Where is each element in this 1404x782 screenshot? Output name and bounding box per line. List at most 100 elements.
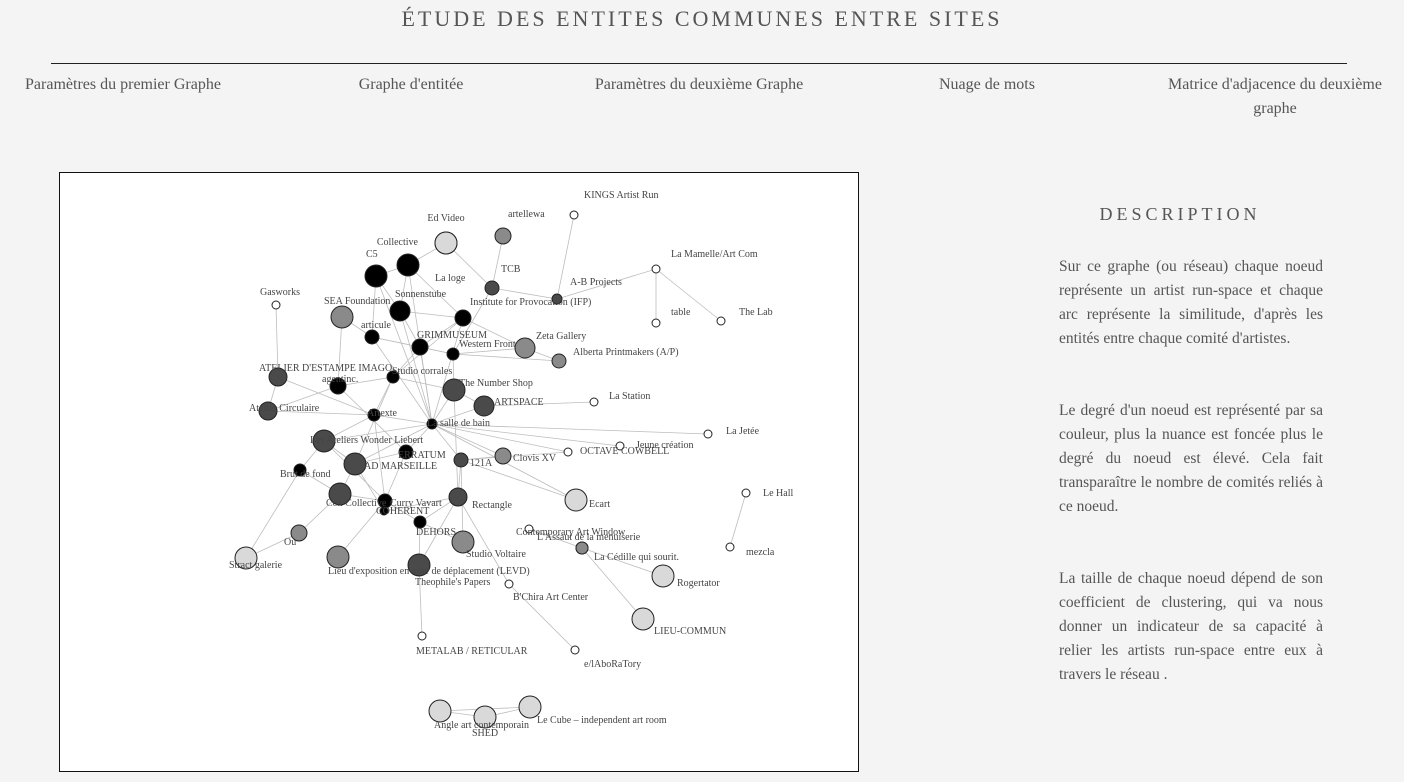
graph-edge (373, 414, 433, 425)
graph-node[interactable] (589, 397, 599, 407)
graph-node[interactable] (417, 631, 427, 641)
graph-node[interactable] (290, 524, 308, 542)
graph-node[interactable] (453, 452, 469, 468)
graph-edge (462, 317, 526, 349)
graph-node[interactable] (473, 395, 495, 417)
graph-node[interactable] (426, 418, 438, 430)
graph-node-label: Stract galerie (229, 560, 283, 571)
graph-canvas[interactable]: KINGS Artist Run Ed Video artellewa Collect… (60, 173, 858, 771)
graph-node[interactable] (564, 488, 588, 512)
graph-node[interactable] (328, 482, 352, 506)
graph-node[interactable] (514, 337, 536, 359)
graph-node[interactable] (446, 347, 460, 361)
graph-node[interactable] (271, 300, 281, 310)
graph-node[interactable] (428, 699, 452, 723)
graph-node-label: Lieu d'exposition en voie de déplacement… (328, 566, 530, 577)
nav-link-word-cloud[interactable]: Nuage de mots (939, 76, 1035, 93)
graph-node[interactable] (343, 452, 367, 476)
graph-node[interactable] (413, 515, 427, 529)
graph-node[interactable] (326, 545, 350, 569)
graph-node[interactable] (451, 530, 475, 554)
nav-link-adjacency-matrix[interactable]: Matrice d'adjacence du deuxième graphe (1168, 76, 1382, 117)
graph-node[interactable] (386, 370, 400, 384)
graph-node[interactable] (716, 316, 726, 326)
description-title: DESCRIPTION (1099, 204, 1261, 224)
graph-node[interactable] (615, 441, 625, 451)
graph-edge (245, 469, 301, 559)
graph-node[interactable] (268, 367, 288, 387)
graph-node[interactable] (703, 429, 713, 439)
graph-node-label: articule (361, 320, 392, 331)
graph-node[interactable] (494, 227, 512, 245)
graph-node[interactable] (329, 377, 347, 395)
graph-edge (453, 389, 459, 498)
graph-node[interactable] (364, 329, 380, 345)
graph-node[interactable] (407, 553, 431, 577)
graph-node-label: OCTAVE COWBELL (580, 446, 669, 457)
graph-node-label: COHERENT (376, 506, 429, 517)
graph-node[interactable] (518, 695, 542, 719)
graph-node-label: Rectangle (472, 500, 513, 511)
graph-node[interactable] (551, 293, 563, 305)
entity-graph[interactable]: KINGS Artist Run Ed Video artellewa Collect… (59, 172, 859, 772)
graph-node[interactable] (234, 546, 258, 570)
graph-node[interactable] (379, 506, 389, 516)
graph-node[interactable] (484, 280, 500, 296)
graph-node[interactable] (398, 444, 414, 460)
graph-node[interactable] (563, 447, 573, 457)
graph-node[interactable] (551, 353, 567, 369)
graph-node-label: Studio corrales (392, 366, 452, 377)
graph-node[interactable] (651, 318, 661, 328)
graph-node[interactable] (396, 253, 420, 277)
graph-node-label: Le Hall (763, 488, 793, 499)
graph-node[interactable] (570, 645, 580, 655)
graph-node-label: LIEU-COMMUN (654, 626, 726, 637)
graph-node[interactable] (330, 305, 354, 329)
graph-node-label: La loge (435, 273, 466, 284)
graph-edge (277, 376, 375, 416)
graph-node[interactable] (367, 408, 381, 422)
graph-node-label: ERRATUM (398, 450, 446, 461)
graph-node[interactable] (631, 607, 655, 631)
nav-link-first-graph-params[interactable]: Paramètres du premier Graphe (25, 76, 221, 93)
graph-node-label: table (671, 307, 691, 318)
graph-node[interactable] (389, 300, 411, 322)
graph-node-label: La salle de bain (427, 418, 490, 429)
graph-node[interactable] (651, 564, 675, 588)
graph-node[interactable] (473, 705, 497, 729)
graph-edge (460, 451, 569, 461)
graph-node-label: 121A (470, 458, 493, 469)
graph-node-label: SHED (472, 728, 498, 739)
graph-node[interactable] (442, 378, 466, 402)
graph-node[interactable] (448, 487, 468, 507)
nav-link-entity-graph[interactable]: Graphe d'entitée (358, 76, 464, 93)
graph-node[interactable] (293, 463, 307, 477)
graph-node[interactable] (454, 309, 472, 327)
graph-node[interactable] (494, 447, 512, 465)
graph-edge (383, 496, 459, 512)
graph-node[interactable] (434, 231, 458, 255)
page-title: ÉTUDE DES ENTITES COMMUNES ENTRE SITES (401, 6, 1003, 31)
graph-edge (491, 235, 504, 289)
graph-edge (431, 423, 569, 453)
graph-node[interactable] (258, 401, 278, 421)
graph-node[interactable] (651, 264, 661, 274)
graph-node[interactable] (312, 429, 336, 453)
graph-node[interactable] (411, 338, 429, 356)
graph-node[interactable] (364, 264, 388, 288)
description-paragraph: Sur ce graphe (ou réseau) chaque noeud r… (1059, 258, 1323, 347)
graph-node[interactable] (504, 579, 514, 589)
graph-edge (354, 423, 433, 465)
graph-node[interactable] (575, 541, 589, 555)
graph-node[interactable] (569, 210, 579, 220)
graph-edge (452, 347, 526, 355)
graph-node-label: La Jetée (726, 426, 760, 437)
graph-node[interactable] (524, 524, 534, 534)
description-paragraph: La taille de chaque noeud dépend de son … (1059, 570, 1323, 683)
graph-node-label: Gasworks (260, 287, 300, 298)
graph-node-label: SEA Foundation (324, 296, 390, 307)
graph-node[interactable] (741, 488, 751, 498)
graph-node[interactable] (725, 542, 735, 552)
nav-link-second-graph-params[interactable]: Paramètres du deuxième Graphe (594, 76, 804, 93)
graph-edge (419, 317, 464, 348)
